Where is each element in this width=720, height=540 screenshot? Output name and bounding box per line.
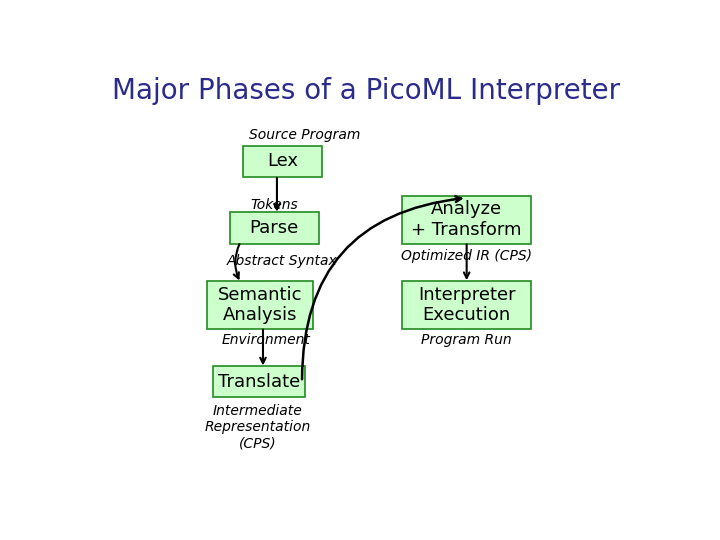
Text: Major Phases of a PicoML Interpreter: Major Phases of a PicoML Interpreter <box>112 77 621 105</box>
Text: Environment: Environment <box>221 333 310 347</box>
Text: Abstract Syntax: Abstract Syntax <box>227 254 338 268</box>
FancyBboxPatch shape <box>230 212 319 244</box>
FancyBboxPatch shape <box>213 366 305 397</box>
Text: Optimized IR (CPS): Optimized IR (CPS) <box>401 248 532 262</box>
Text: Source Program: Source Program <box>249 128 361 141</box>
FancyBboxPatch shape <box>207 281 313 329</box>
Text: Lex: Lex <box>267 152 298 171</box>
FancyBboxPatch shape <box>402 196 531 244</box>
Text: Program Run: Program Run <box>421 333 512 347</box>
Text: Tokens: Tokens <box>251 198 298 212</box>
Text: Analyze
+ Transform: Analyze + Transform <box>411 200 522 239</box>
Text: Translate: Translate <box>217 373 300 391</box>
FancyBboxPatch shape <box>243 146 322 177</box>
Text: Parse: Parse <box>250 219 299 237</box>
Text: Semantic
Analysis: Semantic Analysis <box>218 286 302 325</box>
Text: Intermediate
Representation
(CPS): Intermediate Representation (CPS) <box>204 404 310 450</box>
Text: Interpreter
Execution: Interpreter Execution <box>418 286 516 325</box>
FancyBboxPatch shape <box>402 281 531 329</box>
